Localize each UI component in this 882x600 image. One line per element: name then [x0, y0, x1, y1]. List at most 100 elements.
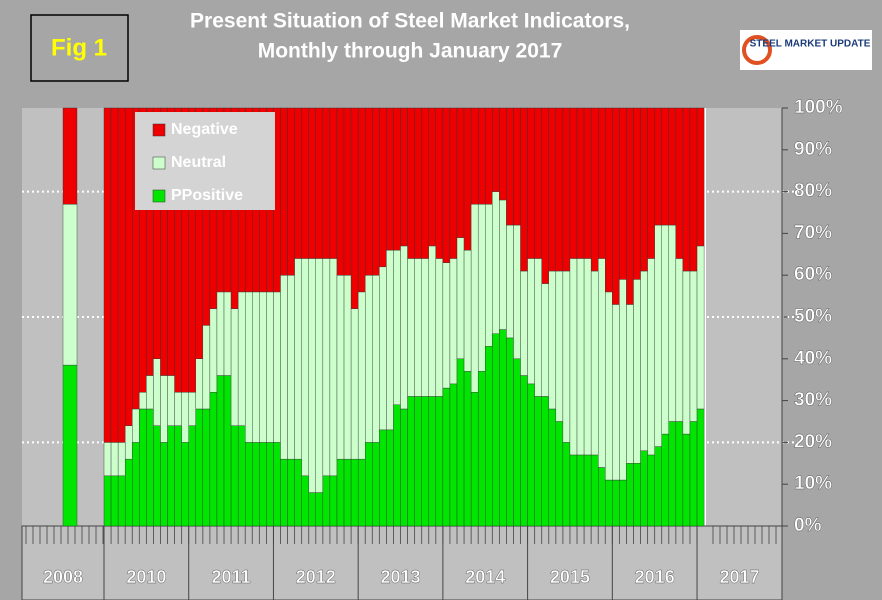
bar-segment — [244, 442, 253, 527]
legend-swatch — [152, 189, 166, 203]
bar-segment — [117, 442, 126, 477]
bar-segment — [379, 429, 387, 527]
bar-segment — [421, 107, 429, 259]
bar-segment — [400, 107, 408, 247]
bar-segment — [442, 107, 451, 263]
bar-segment — [548, 270, 557, 410]
bar-segment — [555, 107, 564, 272]
bar-segment — [280, 107, 288, 276]
bar-segment — [626, 463, 634, 527]
bar-segment — [428, 396, 437, 527]
bar-segment — [308, 258, 316, 493]
bar-segment — [266, 291, 274, 443]
bar-segment — [562, 270, 571, 443]
bar-segment — [513, 224, 521, 359]
bar-segment — [336, 275, 345, 460]
bar-segment — [393, 249, 401, 405]
bar-segment — [506, 224, 514, 339]
bar-segment — [117, 475, 126, 527]
bar-segment — [160, 442, 168, 527]
bar-segment — [103, 107, 112, 443]
bar-segment — [372, 442, 380, 527]
bar-segment — [428, 245, 437, 397]
bar-segment — [110, 442, 119, 477]
bar-segment — [308, 492, 316, 527]
bar-segment — [329, 107, 338, 259]
bar-segment — [590, 107, 599, 272]
bar-segment — [124, 425, 133, 460]
bar-segment — [640, 107, 648, 272]
logo-text: STEEL MARKET UPDATE — [750, 39, 871, 50]
bar-segment — [696, 408, 705, 527]
bar-segment — [654, 107, 662, 226]
bar-segment — [301, 107, 309, 259]
bar-segment — [357, 291, 366, 460]
bar-segment — [442, 262, 451, 389]
bar-segment — [301, 475, 309, 527]
logo-icon — [742, 35, 772, 65]
bar-segment — [619, 107, 627, 280]
bar-segment — [280, 458, 288, 527]
bar-segment — [365, 275, 373, 443]
bar-segment — [583, 258, 592, 456]
bar-segment — [329, 258, 338, 477]
bar-segment — [62, 107, 78, 205]
bar-segment — [62, 364, 78, 527]
bar-segment — [633, 107, 641, 280]
bar-segment — [287, 458, 295, 527]
bar-segment — [124, 458, 133, 527]
bar-segment — [103, 475, 112, 527]
bar-segment — [598, 467, 606, 527]
bar-segment — [230, 308, 239, 426]
bar-segment — [562, 442, 571, 527]
bar-segment — [266, 442, 274, 527]
bar-segment — [619, 479, 627, 527]
bar-segment — [654, 224, 662, 447]
y-tick-label: 20% — [794, 431, 832, 452]
bar-segment — [612, 479, 620, 527]
bar-segment — [343, 107, 352, 276]
bar-segment — [117, 107, 126, 443]
bar-segment — [124, 107, 133, 426]
bar-segment — [675, 107, 684, 259]
bar-segment — [139, 392, 147, 410]
bar-segment — [216, 375, 225, 527]
bar-segment — [237, 291, 246, 426]
bar-segment — [463, 107, 472, 251]
bar-segment — [569, 258, 578, 456]
bar-segment — [576, 258, 585, 456]
bar-segment — [456, 237, 465, 360]
bar-segment — [470, 392, 479, 527]
bar-segment — [393, 404, 401, 527]
bar-segment — [329, 475, 338, 527]
bar-segment — [287, 275, 295, 460]
bar-segment — [174, 425, 182, 527]
bar-segment — [153, 425, 161, 527]
x-tick-label: 2013 — [380, 567, 420, 587]
bar-segment — [386, 249, 394, 431]
bar-segment — [696, 245, 705, 410]
bar-segment — [372, 275, 380, 443]
bar-segment — [576, 107, 585, 259]
bar-segment — [541, 107, 549, 284]
bar-segment — [442, 387, 451, 527]
bar-segment — [661, 107, 669, 226]
bar-segment — [534, 107, 542, 259]
bar-segment — [379, 266, 387, 431]
bar-segment — [541, 396, 549, 527]
bar-segment — [343, 458, 352, 527]
bar-segment — [449, 383, 458, 527]
bar-segment — [590, 454, 599, 527]
bar-segment — [449, 258, 458, 385]
bar-segment — [598, 107, 606, 259]
bar-segment — [181, 392, 189, 443]
bar-segment — [682, 270, 691, 435]
bar-segment — [146, 408, 154, 527]
bar-segment — [640, 270, 648, 451]
bar-segment — [555, 421, 564, 527]
bar-segment — [421, 258, 429, 397]
bar-segment — [513, 107, 521, 226]
bar-segment — [534, 396, 542, 527]
bar-segment — [499, 199, 507, 330]
bar-segment — [626, 107, 634, 305]
